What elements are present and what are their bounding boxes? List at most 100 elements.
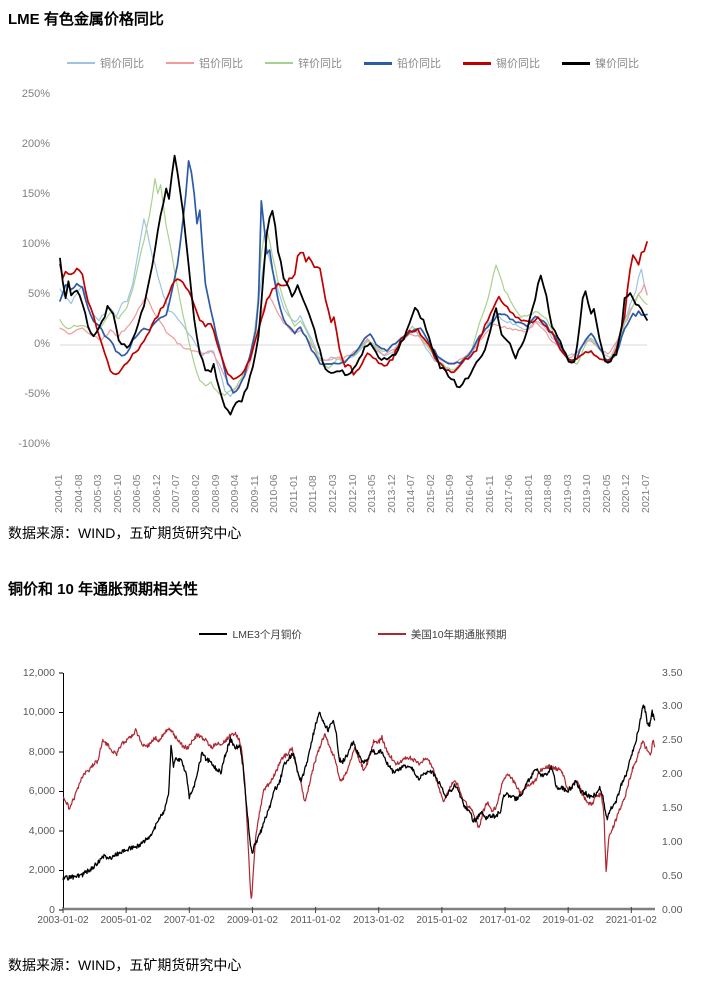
x-axis-tick-label: 2013-01-02	[353, 915, 405, 926]
x-axis-tick-label: 2018-08	[542, 474, 555, 513]
x-axis-tick-label: 2016-11	[483, 475, 496, 513]
y-axis-tick-label: 0%	[34, 338, 50, 350]
right-y-axis-tick-label: 2.50	[662, 734, 683, 747]
legend-line-icon	[265, 62, 293, 64]
left-y-axis-tick-label: 2,000	[28, 864, 55, 876]
x-axis-tick-label: 2011-01-02	[290, 915, 341, 926]
legend-item: 美国10年期通胀预期	[377, 627, 507, 642]
y-axis-tick-label: 200%	[21, 138, 50, 150]
chart1-legend: 铜价同比 铝价同比 锌价同比 铅价同比 锡价同比 镍价同比	[0, 55, 706, 71]
chart1-source-note: 数据来源：WIND，五矿期货研究中心	[8, 525, 242, 541]
y-axis-tick-label: 50%	[27, 288, 50, 300]
left-y-axis-tick-label: 8,000	[28, 745, 55, 758]
x-axis-tick-label: 2005-01-02	[100, 915, 152, 926]
right-y-axis-tick-label: 3.50	[662, 666, 683, 679]
series-line-美国10年期通胀预期	[62, 727, 656, 899]
chart2-source-note: 数据来源：WIND，五矿期货研究中心	[8, 957, 242, 973]
left-y-axis-tick-label: 10,000	[22, 706, 55, 718]
x-axis-tick-label: 2016-04	[463, 474, 476, 513]
x-axis-tick-label: 2020-12	[620, 474, 633, 513]
legend-item: 铝价同比	[166, 55, 243, 71]
legend-item: 铅价同比	[364, 55, 441, 71]
x-axis-tick-label: 2005-10	[111, 474, 124, 513]
x-axis-tick-label: 2013-12	[385, 474, 398, 513]
legend-label: 美国10年期通胀预期	[410, 628, 507, 641]
series-line-镍价同比	[59, 154, 648, 416]
legend-item: 镍价同比	[562, 55, 639, 71]
y-axis-tick-label: -100%	[18, 438, 50, 450]
series-line-LME3个月铜价	[62, 704, 656, 881]
x-axis-tick-label: 2015-02	[424, 474, 437, 513]
legend-item: 锡价同比	[463, 55, 540, 71]
legend-label: LME3个月铜价	[232, 628, 302, 641]
x-axis-tick-label: 2008-09	[209, 474, 222, 513]
x-axis-tick-label: 2012-10	[346, 474, 359, 513]
x-axis-tick-label: 2009-11	[248, 475, 261, 513]
x-axis-tick-label: 2011-01	[287, 475, 300, 513]
legend-item: 锌价同比	[265, 55, 342, 71]
right-y-axis-tick-label: 3.00	[662, 700, 683, 713]
legend-line-icon	[199, 633, 228, 635]
legend-item: LME3个月铜价	[199, 627, 302, 642]
x-axis-tick-label: 2004-08	[72, 474, 85, 513]
x-axis-tick-label: 2010-06	[268, 474, 281, 513]
chart2-legend: LME3个月铜价 美国10年期通胀预期	[0, 627, 706, 641]
x-axis-tick-label: 2011-08	[307, 475, 320, 513]
left-y-axis-tick-label: 6,000	[28, 785, 55, 797]
x-axis-tick-label: 2013-05	[366, 474, 379, 513]
x-axis-tick-label: 2015-01-02	[416, 915, 468, 926]
x-axis-tick-label: 2006-12	[150, 474, 163, 513]
x-axis-tick-label: 2009-04	[229, 474, 242, 513]
chart2-title: 铜价和 10 年通胀预期相关性	[8, 581, 199, 598]
legend-line-icon	[364, 61, 392, 65]
right-y-axis-tick-label: 1.50	[662, 801, 683, 814]
legend-line-icon	[67, 62, 95, 64]
x-axis-tick-label: 2021-01-02	[605, 915, 657, 926]
series-line-锌价同比	[59, 178, 648, 396]
series-line-锡价同比	[59, 241, 648, 380]
left-y-axis-tick-label: 12,000	[22, 666, 55, 679]
legend-line-icon	[166, 62, 194, 64]
legend-label: 铅价同比	[397, 58, 441, 70]
legend-line-icon	[463, 61, 491, 65]
right-y-axis-tick-label: 2.00	[662, 768, 683, 781]
x-axis-tick-label: 2017-01-02	[479, 915, 531, 926]
y-axis-tick-label: 150%	[21, 188, 50, 200]
x-axis-tick-label: 2018-01	[522, 474, 535, 513]
right-y-axis-tick-label: 1.00	[662, 835, 683, 848]
x-axis-tick-label: 2007-01-02	[163, 915, 215, 926]
legend-line-icon	[377, 633, 406, 635]
x-axis-tick-label: 2019-01-02	[542, 915, 594, 926]
legend-label: 铝价同比	[199, 58, 243, 70]
x-axis-tick-label: 2003-01-02	[37, 915, 89, 926]
chart2-plot-area	[59, 672, 656, 913]
x-axis-tick-label: 2015-09	[444, 474, 457, 513]
x-axis-tick-label: 2012-03	[326, 474, 339, 513]
legend-line-icon	[562, 61, 590, 65]
x-axis-tick-label: 2017-06	[503, 474, 515, 513]
legend-label: 镍价同比	[595, 58, 639, 70]
legend-label: 铜价同比	[100, 58, 144, 70]
x-axis-tick-label: 2004-01	[53, 474, 65, 513]
x-axis-tick-label: 2006-05	[131, 474, 144, 513]
y-axis-tick-label: 100%	[21, 238, 50, 250]
chart1-title: LME 有色金属价格同比	[8, 11, 164, 28]
left-y-axis-tick-label: 4,000	[28, 824, 55, 837]
right-y-axis-tick-label: 0.00	[662, 903, 683, 916]
x-axis-tick-label: 2020-05	[600, 474, 613, 513]
x-axis-tick-label: 2007-07	[170, 474, 183, 513]
right-y-axis-tick-label: 0.50	[662, 869, 683, 882]
legend-item: 铜价同比	[67, 55, 144, 71]
series-line-铝价同比	[59, 283, 648, 392]
x-axis-tick-label: 2014-07	[405, 474, 418, 513]
x-axis-tick-label: 2008-02	[190, 474, 202, 513]
x-axis-tick-label: 2005-03	[92, 474, 105, 513]
x-axis-tick-label: 2019-03	[561, 474, 574, 513]
legend-label: 锌价同比	[298, 58, 342, 70]
left-y-axis-tick-label: 0	[49, 903, 55, 916]
y-axis-tick-label: 250%	[21, 88, 50, 100]
y-axis-tick-label: -50%	[24, 388, 50, 400]
series-line-铅价同比	[59, 159, 648, 394]
legend-label: 锡价同比	[496, 58, 540, 70]
